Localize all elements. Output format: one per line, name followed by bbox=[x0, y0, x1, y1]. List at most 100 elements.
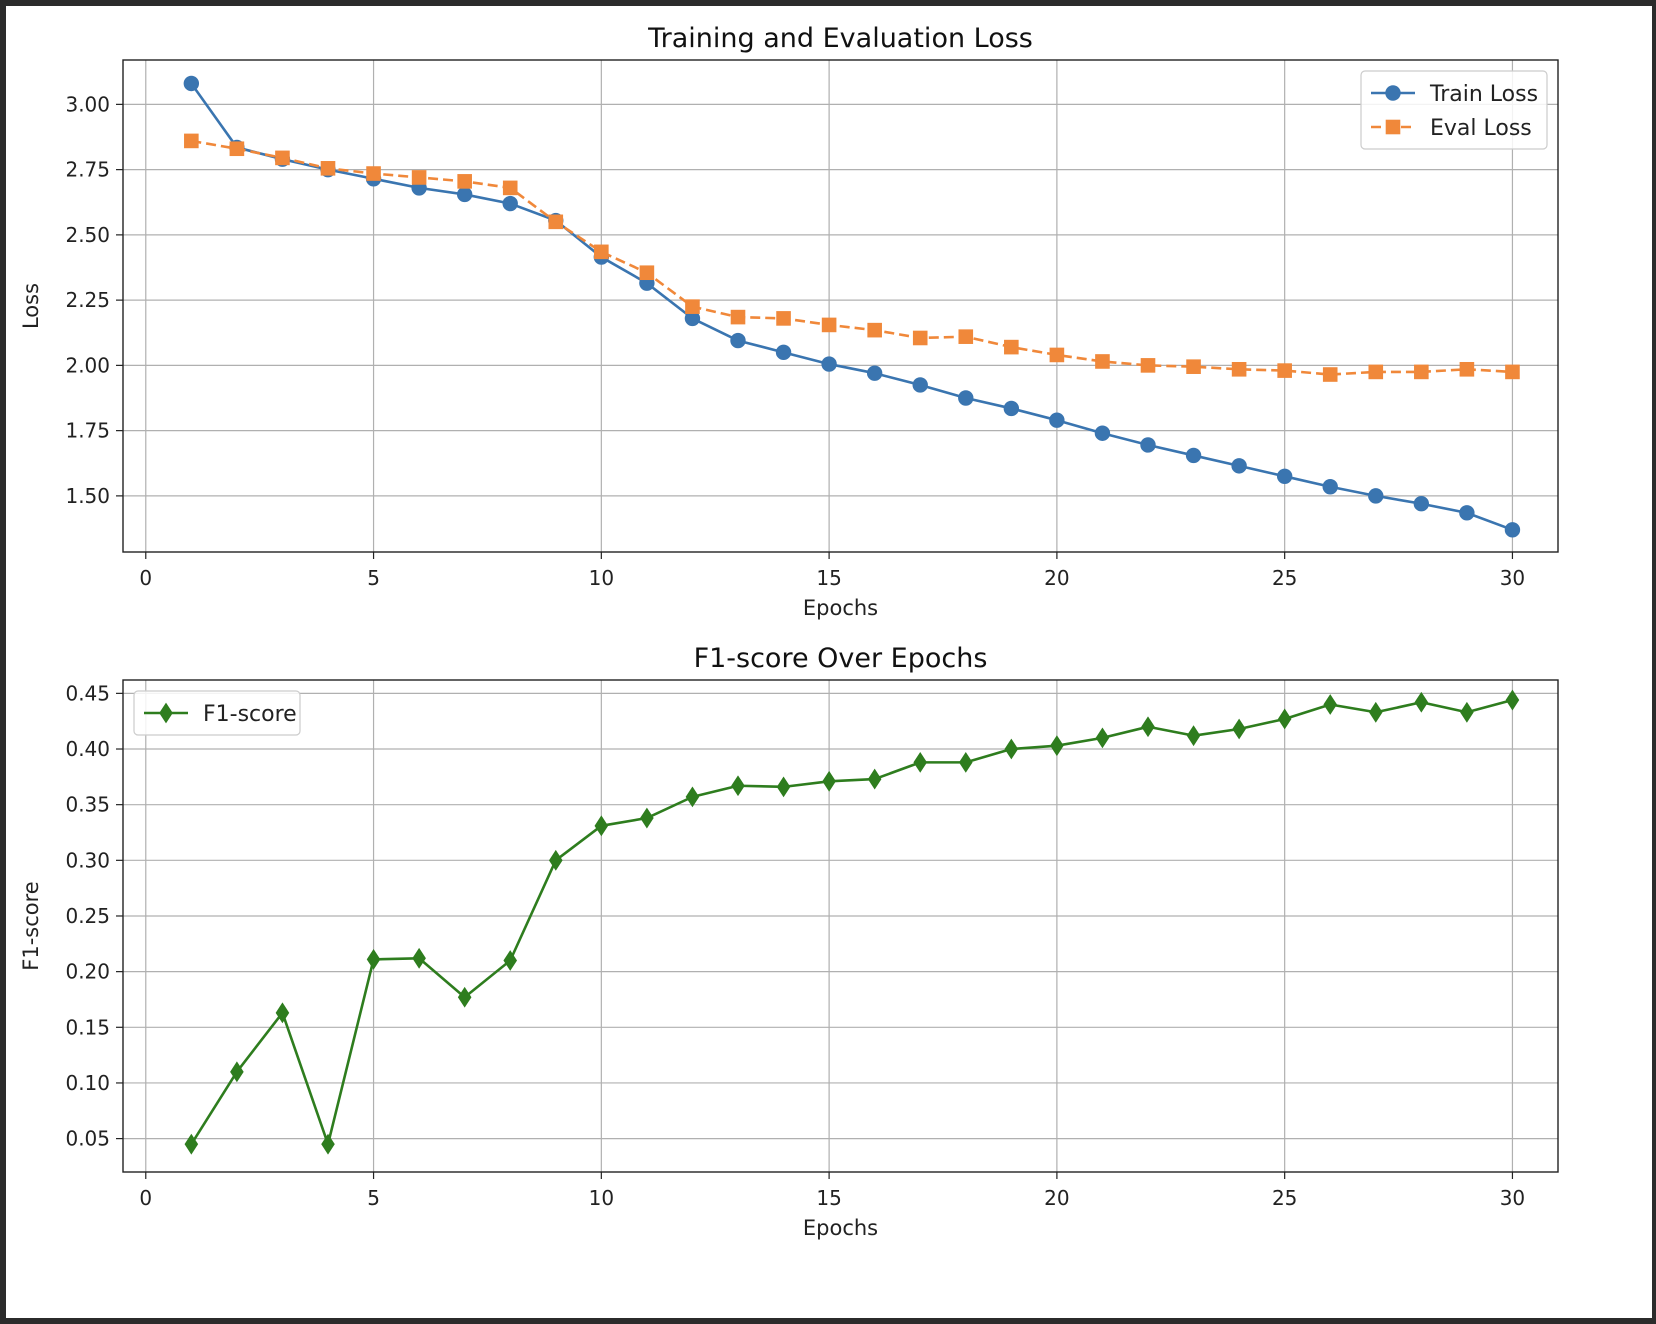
data-point-train-loss bbox=[866, 365, 883, 381]
data-point-f1-score bbox=[1050, 735, 1064, 757]
x-axis-label: Epochs bbox=[803, 596, 878, 620]
data-point-train-loss bbox=[1185, 447, 1202, 464]
data-point-train-loss bbox=[1003, 400, 1020, 417]
data-point-f1-score bbox=[1505, 689, 1520, 711]
data-point-f1-score bbox=[1141, 716, 1155, 738]
data-point-eval-loss bbox=[1186, 359, 1201, 374]
data-point-eval-loss bbox=[867, 322, 882, 338]
series-line-train-loss bbox=[190, 82, 1513, 532]
data-point-f1-score bbox=[275, 1002, 290, 1024]
data-point-train-loss bbox=[1459, 505, 1475, 521]
data-point-eval-loss bbox=[320, 161, 336, 176]
x-tick-label: 25 bbox=[1272, 566, 1297, 590]
chart-title: F1-score Over Epochs bbox=[694, 643, 988, 674]
x-tick-label: 10 bbox=[589, 566, 614, 590]
data-point-eval-loss bbox=[1231, 361, 1247, 377]
data-point-train-loss bbox=[1231, 458, 1247, 474]
series-train-loss bbox=[183, 75, 1521, 538]
data-point-f1-score bbox=[1323, 694, 1338, 715]
data-point-f1-score bbox=[1232, 718, 1246, 740]
y-tick-label: 0.45 bbox=[65, 681, 110, 705]
data-point-eval-loss bbox=[958, 329, 974, 344]
x-tick-label: 5 bbox=[367, 1186, 380, 1210]
data-point-eval-loss bbox=[275, 150, 290, 166]
legend-label-eval-loss: Eval Loss bbox=[1430, 116, 1532, 141]
series-line-eval-loss bbox=[191, 139, 1513, 376]
x-tick-label: 10 bbox=[589, 1186, 614, 1210]
x-tick-label: 20 bbox=[1044, 1186, 1069, 1210]
legend-marker-f1-score bbox=[159, 702, 173, 724]
y-tick-label: 0.30 bbox=[65, 848, 110, 872]
y-tick-label: 2.75 bbox=[65, 158, 110, 182]
data-point-train-loss bbox=[1276, 468, 1293, 485]
data-point-eval-loss bbox=[594, 244, 609, 260]
grid-lines bbox=[123, 60, 1558, 552]
data-point-f1-score bbox=[1460, 701, 1474, 723]
y-tick-label: 0.35 bbox=[65, 793, 110, 817]
y-tick-label: 2.00 bbox=[65, 353, 110, 377]
data-point-f1-score bbox=[958, 751, 973, 773]
series-line-f1-score bbox=[190, 698, 1513, 1146]
data-point-eval-loss bbox=[1414, 364, 1429, 380]
data-point-train-loss bbox=[1094, 425, 1111, 441]
y-axis-label: F1-score bbox=[19, 881, 43, 970]
chart-title: Training and Evaluation Loss bbox=[647, 23, 1033, 54]
x-tick-label: 30 bbox=[1500, 1186, 1525, 1210]
data-point-train-loss bbox=[912, 377, 928, 393]
legend-label-f1-score: F1-score bbox=[203, 702, 297, 727]
data-point-eval-loss bbox=[502, 180, 518, 196]
x-tick-label: 15 bbox=[816, 1186, 841, 1210]
data-point-eval-loss bbox=[1140, 358, 1156, 373]
data-point-train-loss bbox=[502, 195, 518, 212]
data-point-f1-score bbox=[1095, 727, 1110, 749]
y-tick-label: 0.10 bbox=[65, 1071, 110, 1095]
legend-marker-eval-loss bbox=[1385, 119, 1401, 135]
y-tick-label: 2.25 bbox=[65, 288, 110, 312]
figure-svg: 0 5 10 15 20 25 30 1.50 1.75 2.00 2.25 2.50 2.75 3.00… bbox=[19, 23, 1559, 1240]
y-axis-label: Loss bbox=[19, 283, 43, 329]
y-tick-label: 1.75 bbox=[65, 419, 110, 443]
data-point-eval-loss bbox=[1322, 367, 1338, 382]
legend: F1-score bbox=[133, 690, 301, 736]
figure-canvas: 0 5 10 15 20 25 30 1.50 1.75 2.00 2.25 2.50 2.75 3.00… bbox=[6, 6, 1652, 1318]
data-point-train-loss bbox=[730, 332, 746, 349]
data-point-f1-score bbox=[366, 948, 381, 970]
data-point-eval-loss bbox=[776, 311, 791, 326]
y-tick-label: 3.00 bbox=[65, 92, 110, 116]
legend: Train Loss Eval Loss bbox=[1360, 70, 1548, 150]
data-point-train-loss bbox=[456, 186, 473, 203]
data-point-f1-score bbox=[457, 986, 472, 1008]
chart-1: 0 5 10 15 20 25 30 1.50 1.75 2.00 2.25 2.50 2.75 3.00… bbox=[19, 23, 1559, 620]
data-point-eval-loss bbox=[1368, 364, 1384, 380]
grid-lines bbox=[123, 680, 1558, 1172]
data-point-f1-score bbox=[640, 807, 654, 829]
y-tick-label: 1.50 bbox=[65, 484, 110, 508]
data-point-eval-loss bbox=[457, 174, 472, 189]
y-tick-label: 0.25 bbox=[65, 904, 110, 928]
x-tick-label: 25 bbox=[1272, 1186, 1297, 1210]
data-point-f1-score bbox=[1414, 691, 1429, 713]
data-point-f1-score bbox=[503, 950, 518, 971]
data-point-eval-loss bbox=[1277, 363, 1292, 378]
series-eval-loss bbox=[184, 133, 1520, 382]
data-point-train-loss bbox=[958, 390, 974, 406]
data-point-eval-loss bbox=[1505, 364, 1520, 380]
data-point-train-loss bbox=[1140, 437, 1156, 453]
series-f1-score bbox=[184, 689, 1520, 1155]
data-point-f1-score bbox=[1368, 701, 1383, 723]
y-tick-label: 2.50 bbox=[65, 223, 110, 247]
data-point-f1-score bbox=[1277, 708, 1292, 730]
x-axis-label: Epochs bbox=[803, 1216, 878, 1240]
data-point-f1-score bbox=[594, 815, 609, 837]
data-point-eval-loss bbox=[730, 309, 746, 325]
legend-label-train-loss: Train Loss bbox=[1429, 82, 1538, 107]
data-point-f1-score bbox=[1186, 725, 1201, 747]
data-point-eval-loss bbox=[912, 330, 928, 346]
data-point-f1-score bbox=[913, 751, 928, 773]
x-tick-label: 15 bbox=[816, 566, 841, 590]
x-tick-label: 20 bbox=[1044, 566, 1069, 590]
data-point-f1-score bbox=[776, 776, 791, 798]
data-point-f1-score bbox=[412, 947, 426, 969]
x-tick-label: 5 bbox=[367, 566, 380, 590]
data-point-eval-loss bbox=[366, 166, 381, 181]
